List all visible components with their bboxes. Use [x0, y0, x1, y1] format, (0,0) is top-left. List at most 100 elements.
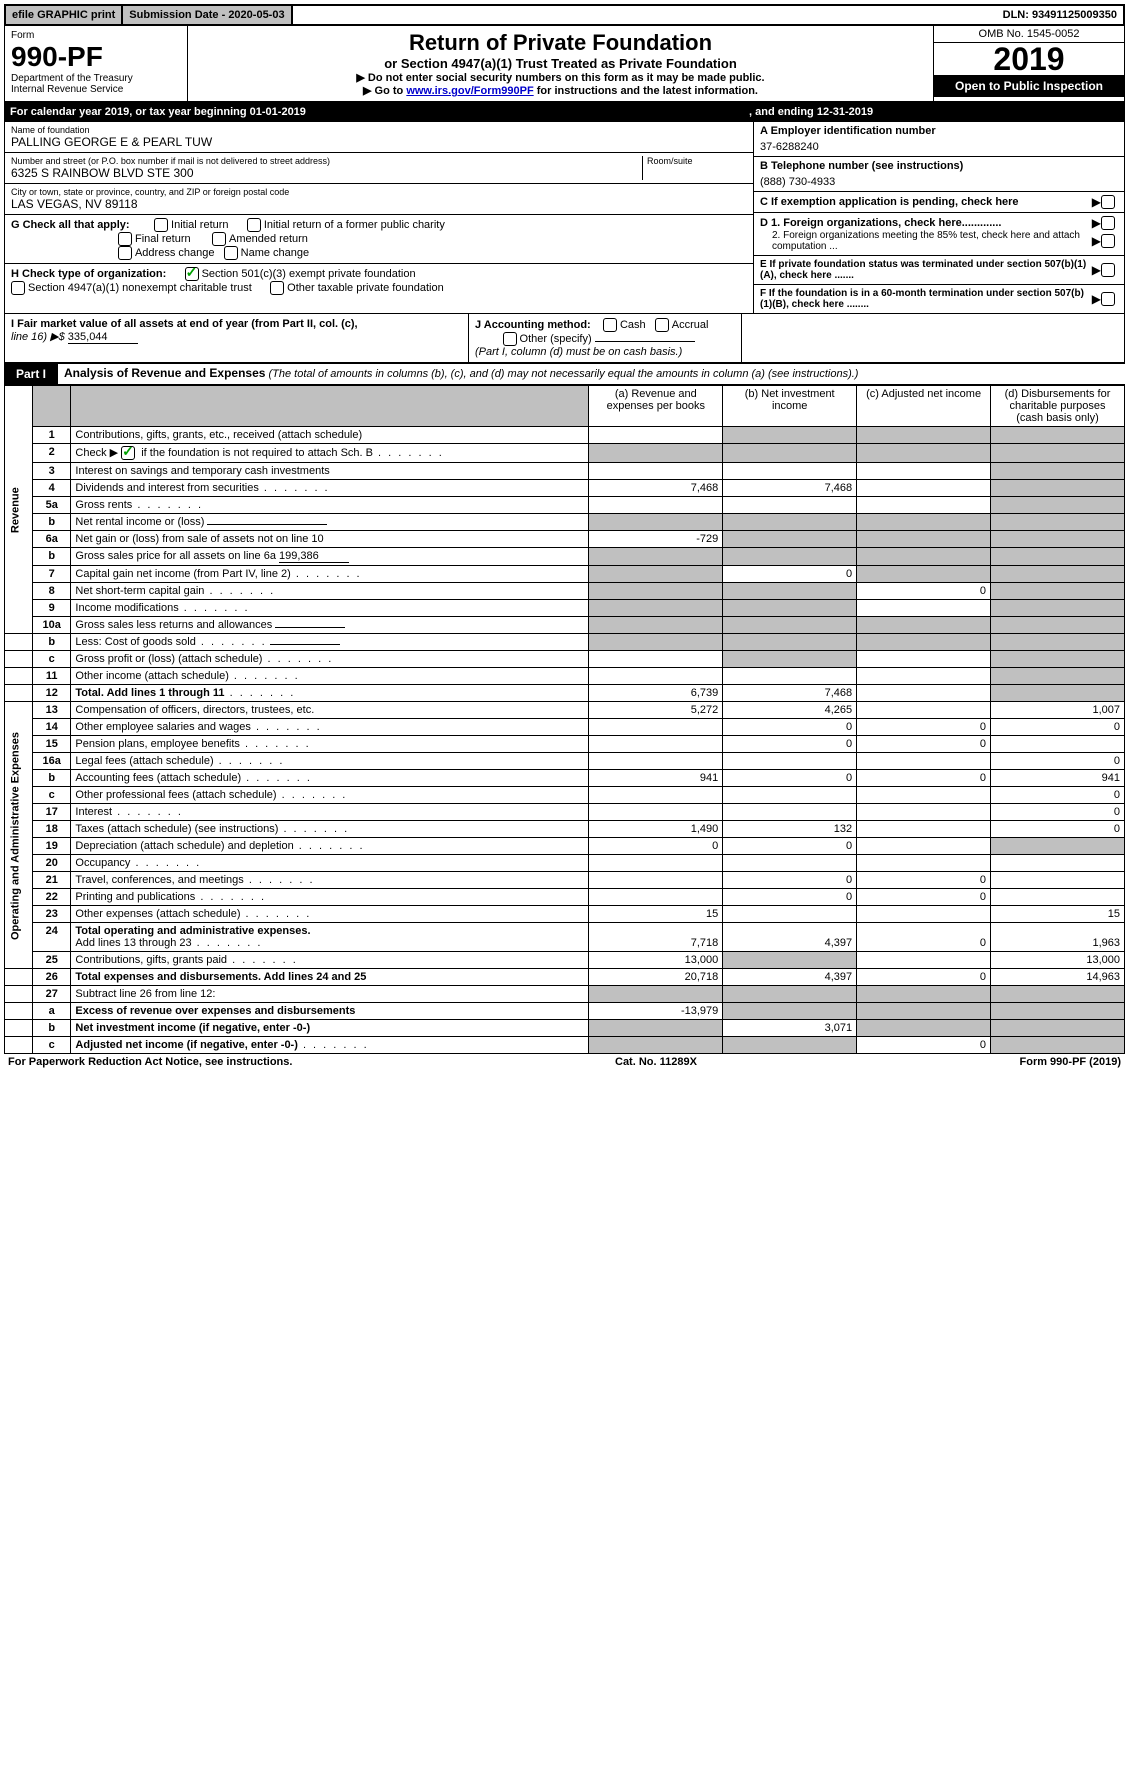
- row-5b-desc: Net rental income or (loss): [71, 514, 589, 531]
- h-label: H Check type of organization:: [11, 268, 166, 280]
- row-10a-desc: Gross sales less returns and allowances: [71, 617, 589, 634]
- row-3-desc: Interest on savings and temporary cash i…: [71, 463, 589, 480]
- row-22-desc: Printing and publications: [71, 889, 589, 906]
- initial-former-checkbox[interactable]: [247, 218, 261, 232]
- final-return-checkbox[interactable]: [118, 232, 132, 246]
- revenue-vertical-label: Revenue: [5, 386, 33, 634]
- row-18-desc: Taxes (attach schedule) (see instruction…: [71, 821, 589, 838]
- row-4-desc: Dividends and interest from securities: [71, 480, 589, 497]
- address-change-checkbox[interactable]: [118, 246, 132, 260]
- address: 6325 S RAINBOW BLVD STE 300: [11, 166, 642, 180]
- open-to-public: Open to Public Inspection: [934, 75, 1124, 97]
- row-26-desc: Total expenses and disbursements. Add li…: [71, 969, 589, 986]
- row-16b-desc: Accounting fees (attach schedule): [71, 770, 589, 787]
- form-number-footer: Form 990-PF (2019): [1020, 1056, 1121, 1068]
- row-16a-desc: Legal fees (attach schedule): [71, 753, 589, 770]
- row-20-desc: Occupancy: [71, 855, 589, 872]
- telephone-label: B Telephone number (see instructions): [760, 160, 1118, 172]
- row-16c-desc: Other professional fees (attach schedule…: [71, 787, 589, 804]
- g-checks: G Check all that apply: Initial return I…: [5, 215, 753, 264]
- j-label: J Accounting method:: [475, 319, 591, 331]
- calendar-year-row: For calendar year 2019, or tax year begi…: [4, 102, 1125, 122]
- col-c-header: (c) Adjusted net income: [857, 386, 991, 427]
- foundation-name-label: Name of foundation: [11, 125, 747, 135]
- col-d-header: (d) Disbursements for charitable purpose…: [991, 386, 1125, 427]
- 4947-checkbox[interactable]: [11, 281, 25, 295]
- row-15-desc: Pension plans, employee benefits: [71, 736, 589, 753]
- dept-treasury: Department of the Treasury: [11, 73, 181, 84]
- ssn-warning: ▶ Do not enter social security numbers o…: [194, 71, 927, 84]
- row-21-desc: Travel, conferences, and meetings: [71, 872, 589, 889]
- address-label: Number and street (or P.O. box number if…: [11, 156, 642, 166]
- row-6a-desc: Net gain or (loss) from sale of assets n…: [71, 531, 589, 548]
- row-27c-desc: Adjusted net income (if negative, enter …: [71, 1037, 589, 1054]
- row-27-desc: Subtract line 26 from line 12:: [71, 986, 589, 1003]
- part1-header: Part I Analysis of Revenue and Expenses …: [4, 363, 1125, 385]
- row-9-desc: Income modifications: [71, 600, 589, 617]
- e-checkbox[interactable]: [1101, 263, 1115, 277]
- row-10c-desc: Gross profit or (loss) (attach schedule): [71, 651, 589, 668]
- top-bar: efile GRAPHIC print Submission Date - 20…: [4, 4, 1125, 26]
- row-5a-desc: Gross rents: [71, 497, 589, 514]
- d2-checkbox[interactable]: [1101, 234, 1115, 248]
- telephone-value: (888) 730-4933: [760, 172, 1118, 188]
- i-fmv-label: I Fair market value of all assets at end…: [11, 318, 462, 330]
- row-17-desc: Interest: [71, 804, 589, 821]
- page-footer: For Paperwork Reduction Act Notice, see …: [4, 1054, 1125, 1070]
- sch-b-checkbox[interactable]: [121, 446, 135, 460]
- col-b-header: (b) Net investment income: [723, 386, 857, 427]
- row-8-desc: Net short-term capital gain: [71, 583, 589, 600]
- arrow-icon: ▶: [1092, 216, 1101, 230]
- row-13-desc: Compensation of officers, directors, tru…: [71, 702, 589, 719]
- other-taxable-checkbox[interactable]: [270, 281, 284, 295]
- form-number: 990-PF: [11, 41, 181, 73]
- other-method-checkbox[interactable]: [503, 332, 517, 346]
- row-25-desc: Contributions, gifts, grants paid: [71, 952, 589, 969]
- tax-year: 2019: [934, 43, 1124, 75]
- i-fmv-value: 335,044: [68, 331, 138, 344]
- d1-checkbox[interactable]: [1101, 216, 1115, 230]
- row-12-desc: Total. Add lines 1 through 11: [71, 685, 589, 702]
- row-27b-desc: Net investment income (if negative, ente…: [71, 1020, 589, 1037]
- c-exemption-label: C If exemption application is pending, c…: [760, 196, 1092, 208]
- cat-number: Cat. No. 11289X: [615, 1056, 697, 1068]
- room-label: Room/suite: [647, 156, 747, 166]
- cash-checkbox[interactable]: [603, 318, 617, 332]
- efile-print-button[interactable]: efile GRAPHIC print: [6, 6, 123, 24]
- row-7-desc: Capital gain net income (from Part IV, l…: [71, 566, 589, 583]
- form-link[interactable]: www.irs.gov/Form990PF: [406, 85, 533, 97]
- submission-date-label: Submission Date - 2020-05-03: [123, 6, 292, 24]
- f-label: F If the foundation is in a 60-month ter…: [760, 288, 1092, 310]
- spacer: [293, 6, 997, 24]
- city-state-zip: LAS VEGAS, NV 89118: [11, 197, 747, 211]
- other-specify-field[interactable]: [595, 341, 695, 342]
- row-27a-desc: Excess of revenue over expenses and disb…: [71, 1003, 589, 1020]
- row-10b-desc: Less: Cost of goods sold: [71, 634, 589, 651]
- row-2-desc: Check ▶ if the foundation is not require…: [71, 444, 589, 463]
- arrow-icon: ▶: [1092, 263, 1101, 277]
- arrow-icon: ▶: [1092, 195, 1101, 209]
- accrual-checkbox[interactable]: [655, 318, 669, 332]
- j-note: (Part I, column (d) must be on cash basi…: [475, 346, 682, 358]
- h-checks: H Check type of organization: Section 50…: [5, 264, 753, 298]
- entity-info: Name of foundation PALLING GEORGE E & PE…: [4, 122, 1125, 314]
- c-checkbox[interactable]: [1101, 195, 1115, 209]
- f-checkbox[interactable]: [1101, 292, 1115, 306]
- expenses-vertical-label: Operating and Administrative Expenses: [5, 702, 33, 969]
- i-line-label: line 16) ▶$: [11, 331, 65, 343]
- dept-irs: Internal Revenue Service: [11, 84, 181, 95]
- arrow-icon: ▶: [1092, 292, 1101, 306]
- row-6b-desc: Gross sales price for all assets on line…: [71, 548, 589, 566]
- 501c3-checkbox[interactable]: [185, 267, 199, 281]
- amended-return-checkbox[interactable]: [212, 232, 226, 246]
- form-subtitle: or Section 4947(a)(1) Trust Treated as P…: [194, 56, 927, 71]
- col-a-header: (a) Revenue and expenses per books: [589, 386, 723, 427]
- pra-notice: For Paperwork Reduction Act Notice, see …: [8, 1056, 292, 1068]
- initial-return-checkbox[interactable]: [154, 218, 168, 232]
- name-change-checkbox[interactable]: [224, 246, 238, 260]
- year-end: , and ending 12-31-2019: [749, 106, 1119, 118]
- form-title: Return of Private Foundation: [194, 30, 927, 56]
- part-tab: Part I: [4, 363, 58, 385]
- e-label: E If private foundation status was termi…: [760, 259, 1092, 281]
- g-label: G Check all that apply:: [11, 219, 130, 231]
